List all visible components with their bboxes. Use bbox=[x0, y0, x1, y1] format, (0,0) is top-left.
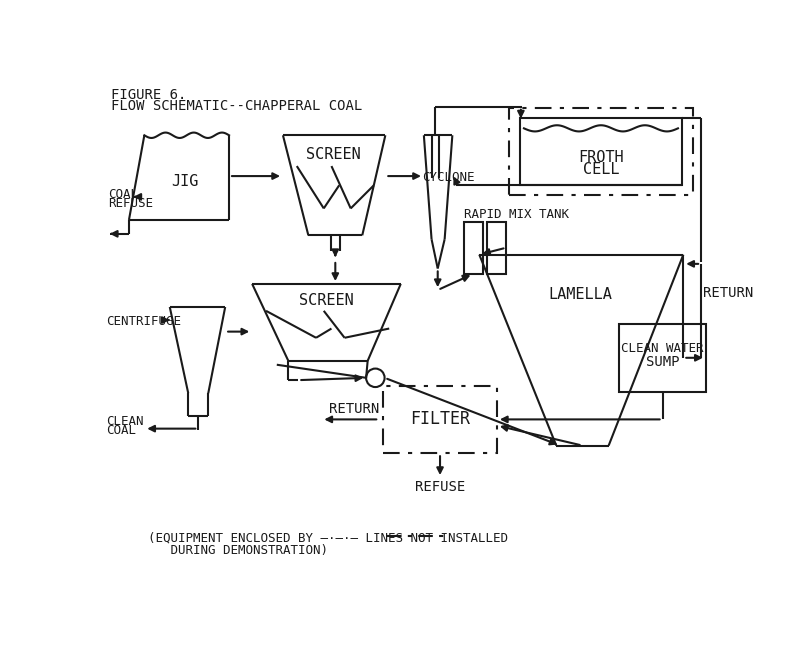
Text: FIGURE 6.: FIGURE 6. bbox=[111, 89, 186, 102]
Text: FROTH: FROTH bbox=[578, 150, 624, 165]
Bar bbox=[509, 109, 694, 194]
Text: SCREEN: SCREEN bbox=[298, 293, 354, 308]
Text: FLOW SCHEMATIC--CHAPPERAL COAL: FLOW SCHEMATIC--CHAPPERAL COAL bbox=[111, 99, 362, 113]
Text: RETURN: RETURN bbox=[702, 286, 753, 300]
Bar bbox=[520, 118, 682, 185]
Text: LAMELLA: LAMELLA bbox=[549, 287, 613, 302]
Text: SUMP: SUMP bbox=[646, 355, 679, 370]
Text: CLEAN WATER: CLEAN WATER bbox=[622, 342, 704, 355]
Text: (EQUIPMENT ENCLOSED BY —·—·— LINES NOT INSTALLED: (EQUIPMENT ENCLOSED BY —·—·— LINES NOT I… bbox=[148, 532, 508, 545]
Text: CELL: CELL bbox=[582, 162, 619, 178]
Text: FILTER: FILTER bbox=[410, 410, 470, 428]
Text: RAPID MIX TANK: RAPID MIX TANK bbox=[464, 208, 569, 221]
Text: CENTRIFUGE: CENTRIFUGE bbox=[106, 315, 181, 328]
Text: REFUSE: REFUSE bbox=[415, 480, 465, 494]
Text: SCREEN: SCREEN bbox=[306, 147, 361, 162]
Text: COAL: COAL bbox=[108, 188, 138, 201]
Bar bbox=[487, 222, 506, 274]
Text: REFUSE: REFUSE bbox=[108, 197, 153, 211]
Text: JIG: JIG bbox=[171, 174, 199, 189]
Text: RETURN: RETURN bbox=[329, 402, 379, 415]
Bar bbox=[464, 222, 483, 274]
Text: DURING DEMONSTRATION): DURING DEMONSTRATION) bbox=[148, 544, 328, 557]
Text: CLEAN: CLEAN bbox=[106, 415, 143, 428]
Text: COAL: COAL bbox=[106, 424, 136, 437]
Bar bbox=[619, 324, 706, 391]
Bar bbox=[383, 386, 497, 453]
Text: CYCLONE: CYCLONE bbox=[422, 171, 475, 184]
